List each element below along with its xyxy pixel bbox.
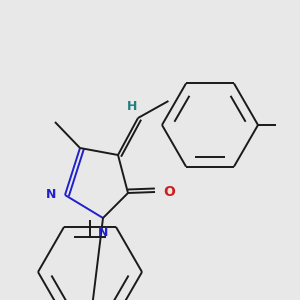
- Text: N: N: [98, 226, 108, 238]
- Text: H: H: [127, 100, 137, 112]
- Text: N: N: [46, 188, 56, 202]
- Text: O: O: [163, 185, 175, 199]
